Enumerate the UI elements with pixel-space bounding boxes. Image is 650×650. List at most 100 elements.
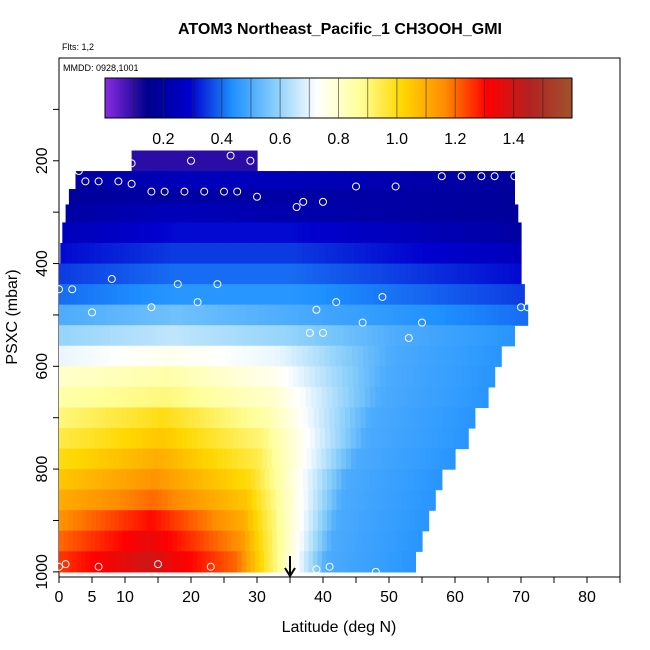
- heatmap-cell: [64, 345, 71, 367]
- heatmap-cell: [197, 150, 200, 172]
- observation-point: [127, 159, 136, 168]
- heatmap-cell: [85, 551, 91, 573]
- heatmap-cell: [183, 551, 189, 573]
- heatmap-cell: [158, 150, 161, 172]
- heatmap-cell: [509, 222, 516, 244]
- heatmap-cell: [285, 204, 293, 224]
- heatmap-cell: [383, 489, 389, 511]
- heatmap-cell: [300, 171, 307, 190]
- heatmap-cell: [412, 386, 419, 409]
- heatmap-cell: [144, 204, 151, 224]
- heatmap-cell: [163, 530, 169, 552]
- heatmap-cell: [417, 263, 424, 285]
- heatmap-cell: [396, 386, 403, 409]
- heatmap-cell: [63, 551, 69, 573]
- heatmap-cell: [308, 222, 316, 244]
- heatmap-cell: [108, 448, 115, 470]
- heatmap-cell: [486, 242, 493, 265]
- heatmap-cell: [365, 204, 372, 224]
- heatmap-cell: [246, 325, 254, 347]
- heatmap-cell: [125, 551, 131, 573]
- heatmap-cell: [402, 551, 408, 573]
- heatmap-cell: [98, 448, 105, 470]
- heatmap-cell: [244, 366, 251, 388]
- heatmap-cell: [285, 510, 291, 532]
- heatmap-cell: [297, 189, 304, 206]
- heatmap-cell: [350, 407, 356, 429]
- heatmap-cell: [417, 242, 424, 265]
- heatmap-cell: [317, 530, 323, 552]
- observation-point: [312, 565, 321, 574]
- heatmap-cell: [190, 530, 196, 552]
- heatmap-cell: [521, 304, 529, 326]
- heatmap-cell: [410, 204, 417, 224]
- heatmap-cell: [390, 345, 397, 367]
- heatmap-cell: [212, 469, 218, 491]
- observation-point: [61, 560, 70, 569]
- heatmap-cell: [151, 427, 157, 450]
- heatmap-cell: [266, 263, 274, 285]
- heatmap-cell: [250, 469, 256, 491]
- heatmap-cell: [427, 469, 433, 491]
- colorbar-tick-label: 1.4: [503, 131, 525, 148]
- heatmap-cell: [121, 325, 128, 347]
- heatmap-cell: [233, 284, 240, 306]
- heatmap-cell: [183, 510, 189, 532]
- heatmap-cell: [393, 171, 400, 190]
- heatmap-cell: [328, 304, 335, 326]
- heatmap-cell: [141, 345, 149, 367]
- heatmap-cell: [133, 325, 140, 347]
- heatmap-cell: [66, 242, 73, 265]
- heatmap-cell: [368, 510, 374, 532]
- heatmap-cell: [86, 345, 93, 367]
- heatmap-cell: [104, 325, 111, 347]
- heatmap-cell: [119, 222, 126, 244]
- heatmap-cell: [173, 407, 180, 429]
- heatmap-cell: [146, 304, 154, 326]
- heatmap-cell: [421, 489, 427, 511]
- heatmap-cell: [147, 345, 154, 367]
- heatmap-cell: [400, 510, 407, 532]
- heatmap-cell: [370, 204, 378, 224]
- heatmap-cell: [82, 284, 89, 306]
- heatmap-cell: [178, 366, 185, 388]
- heatmap-cell: [95, 407, 102, 429]
- heatmap-cell: [411, 242, 418, 265]
- heatmap-cell: [321, 551, 327, 573]
- heatmap-cell: [322, 530, 328, 552]
- heatmap-cell: [386, 427, 393, 450]
- heatmap-cell: [348, 551, 354, 573]
- heatmap-cell: [503, 325, 510, 347]
- heatmap-cell: [345, 510, 351, 532]
- heatmap-cell: [483, 204, 491, 224]
- heatmap-cell: [148, 489, 154, 511]
- heatmap-cell: [474, 325, 481, 347]
- heatmap-cell: [161, 427, 168, 450]
- heatmap-cell: [317, 489, 323, 511]
- heatmap-cell: [418, 345, 425, 367]
- heatmap-cell: [183, 407, 190, 429]
- heatmap-cell: [219, 150, 222, 172]
- heatmap-cell: [310, 304, 318, 326]
- heatmap-cell: [429, 386, 435, 409]
- heatmap-cell: [197, 448, 204, 470]
- heatmap-cell: [332, 325, 339, 347]
- heatmap-cell: [313, 345, 320, 367]
- heatmap-cell: [324, 345, 331, 367]
- y-tick-label: 200: [34, 147, 51, 174]
- heatmap-cell: [75, 171, 82, 190]
- heatmap-cell: [253, 150, 257, 172]
- heatmap-cell: [313, 189, 321, 206]
- heatmap-cell: [245, 530, 251, 552]
- heatmap-cell: [276, 510, 282, 532]
- heatmap-cell: [268, 386, 275, 409]
- observation-point: [114, 177, 123, 186]
- heatmap-cell: [237, 448, 243, 470]
- heatmap-cell: [338, 284, 345, 306]
- heatmap-cell: [317, 469, 323, 491]
- heatmap-cell: [287, 407, 294, 429]
- heatmap-cell: [381, 530, 387, 552]
- heatmap-cell: [218, 171, 225, 190]
- heatmap-cell: [228, 304, 236, 326]
- heatmap-cell: [407, 366, 414, 388]
